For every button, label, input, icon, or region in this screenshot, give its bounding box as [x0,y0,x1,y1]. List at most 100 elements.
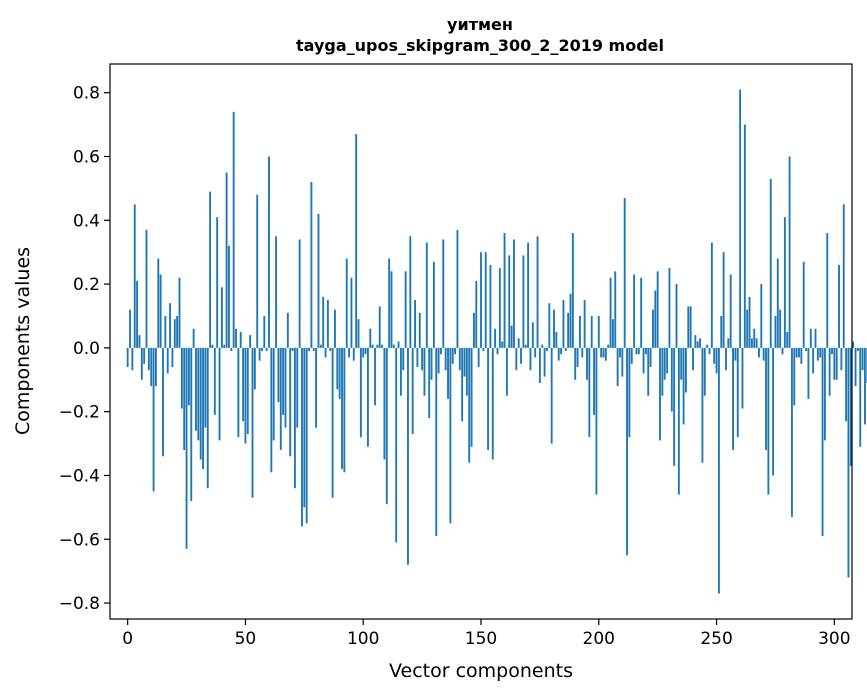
bar-62 [272,347,275,441]
bar-289 [807,347,810,399]
y-tick-label: −0.6 [59,530,100,550]
bar-191 [576,347,579,368]
bar-139 [454,347,457,355]
bar-310 [856,347,859,352]
bar-101 [364,347,367,355]
bar-38 [216,217,219,348]
bar-114 [395,347,398,543]
bar-236 [682,347,685,425]
bar-131 [435,347,438,537]
bar-199 [595,347,598,495]
bar-175 [538,347,541,383]
bar-125 [421,347,424,371]
bar-73 [298,239,301,348]
bar-54 [253,347,256,390]
bar-91 [341,347,343,470]
bar-103 [369,328,372,348]
bar-42 [225,172,228,348]
x-axis-label: Vector components [389,660,573,682]
bar-213 [628,347,631,438]
bar-2 [131,347,134,371]
bar-179 [548,303,551,348]
x-tick-label: 150 [465,629,497,649]
y-tick-label: 0.8 [73,84,100,104]
bar-309 [854,347,857,387]
bar-264 [748,296,751,348]
bar-214 [630,347,633,364]
bar-226 [659,347,661,441]
bar-146 [470,347,473,447]
bar-53 [251,347,254,498]
bar-286 [800,347,803,364]
bar-25 [185,347,188,549]
bar-296 [823,347,826,441]
bar-4 [136,280,139,348]
x-tick-label: 300 [818,629,850,649]
bar-144 [465,347,468,396]
bar-48 [239,331,242,348]
bar-129 [430,347,433,380]
bar-33 [204,347,207,428]
bar-132 [437,347,440,374]
bar-269 [760,284,763,348]
bar-10 [150,347,153,387]
bar-75 [303,347,306,508]
bar-262 [743,124,746,348]
bar-159 [501,341,504,348]
bar-134 [442,239,445,348]
bar-96 [352,347,355,361]
bar-183 [557,347,560,361]
bar-64 [277,347,280,403]
bar-240 [692,347,694,371]
bar-148 [475,280,478,348]
bar-59 [265,347,268,352]
bar-94 [348,347,351,358]
bar-258 [734,347,737,361]
bar-222 [649,347,652,368]
bar-239 [689,306,692,348]
bar-24 [183,347,186,450]
bar-127 [425,242,428,348]
bar-288 [805,347,807,352]
bar-174 [536,236,539,348]
bar-78 [310,182,313,348]
bar-95 [350,277,353,348]
bar-312 [861,347,864,371]
bar-7 [143,347,146,364]
bar-162 [508,255,511,348]
bar-271 [765,347,767,450]
bar-series [126,89,867,594]
bar-147 [472,312,475,348]
bar-217 [637,347,640,355]
bar-294 [819,347,822,358]
bar-257 [732,347,734,450]
bar-98 [357,319,360,348]
bar-31 [199,347,202,460]
bar-243 [699,338,701,348]
bar-260 [739,89,742,348]
bar-189 [571,233,574,348]
y-tick-label: 0.4 [73,211,100,231]
bar-111 [388,258,391,348]
bar-193 [581,347,584,358]
bar-167 [520,347,522,364]
bar-8 [145,229,148,348]
bar-86 [329,347,332,352]
bar-9 [147,347,150,371]
bar-173 [534,347,537,358]
bar-308 [852,341,855,348]
bar-97 [355,134,358,348]
bar-102 [366,347,369,447]
bar-221 [647,347,650,396]
bar-276 [776,258,779,348]
bar-123 [416,347,419,368]
bar-192 [578,315,581,348]
bar-245 [703,347,706,396]
bar-109 [383,347,386,460]
bar-87 [331,347,334,498]
bar-69 [289,347,292,457]
bar-72 [296,347,299,428]
bar-104 [371,344,374,348]
bar-253 [722,252,725,348]
